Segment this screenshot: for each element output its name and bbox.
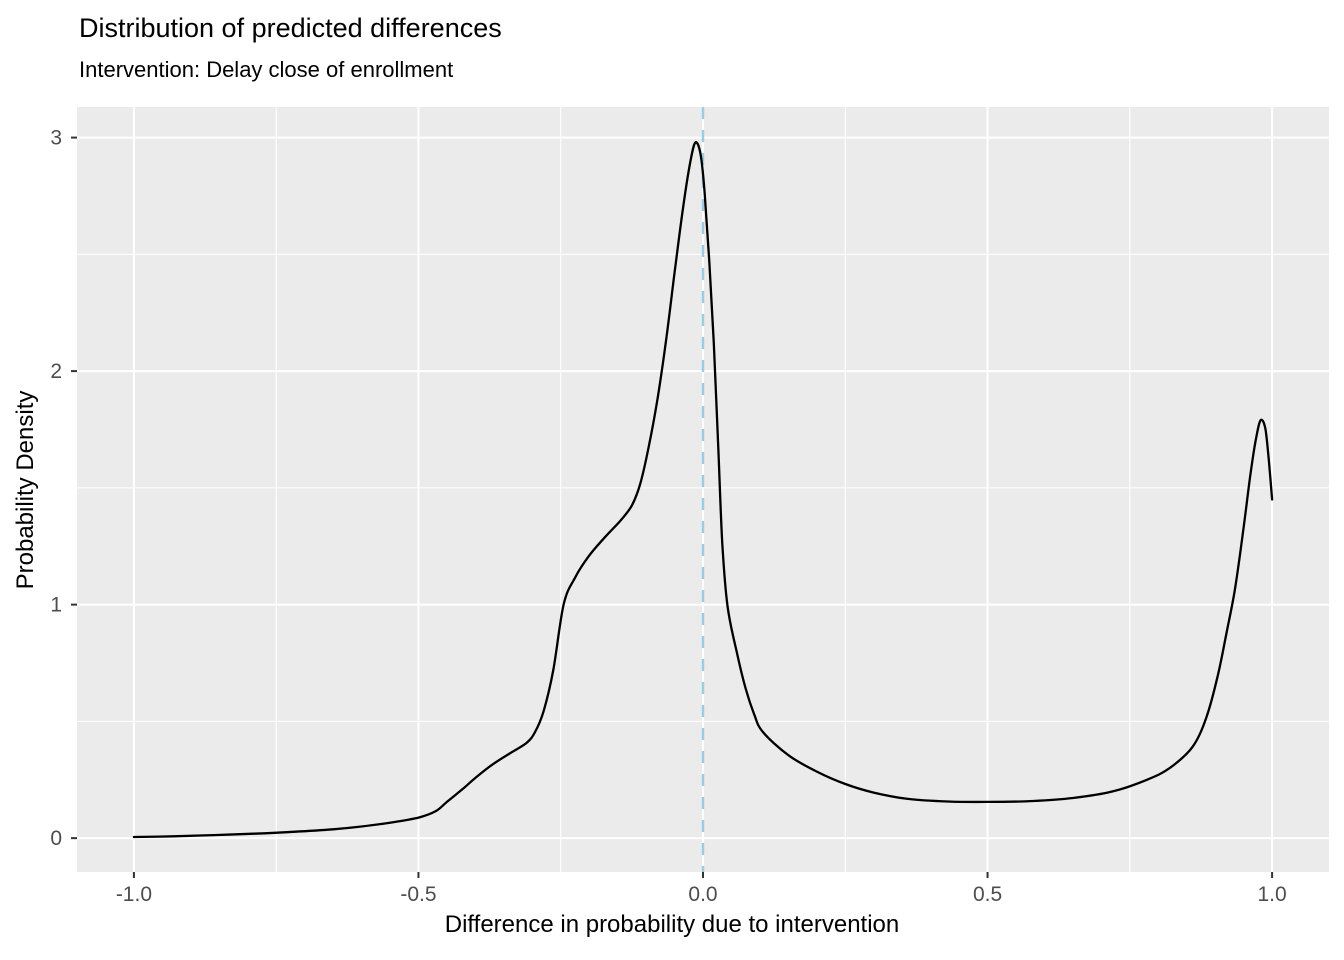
y-tick-label: 0	[50, 827, 62, 850]
chart-subtitle: Intervention: Delay close of enrollment	[79, 57, 454, 82]
x-tick-label: 0.0	[688, 883, 717, 906]
x-tick-label: 0.5	[973, 883, 1002, 906]
y-tick-label: 2	[50, 360, 62, 383]
x-axis-title: Difference in probability due to interve…	[444, 911, 900, 938]
x-tick-label: -1.0	[116, 883, 152, 906]
chart-title: Distribution of predicted differences	[79, 13, 502, 43]
x-tick-label: 1.0	[1257, 883, 1286, 906]
y-axis-title: Probability Density	[12, 390, 39, 590]
x-tick-label: -0.5	[400, 883, 436, 906]
y-tick-label: 3	[50, 127, 62, 150]
density-curve	[132, 141, 1274, 839]
y-tick-label: 1	[50, 594, 62, 617]
